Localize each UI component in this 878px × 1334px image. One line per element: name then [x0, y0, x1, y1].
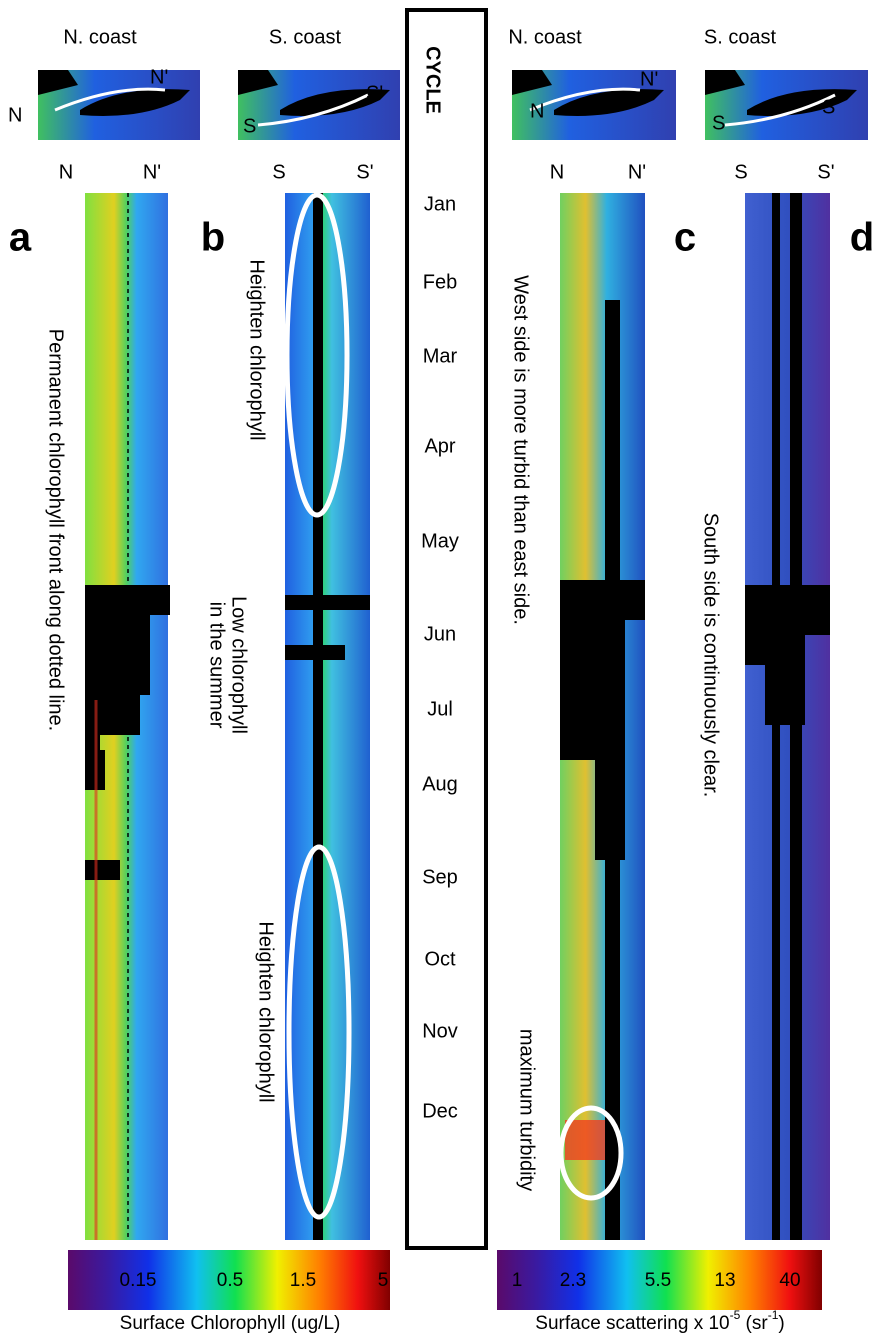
axis-label: N	[59, 161, 73, 183]
colorbar-tick: 40	[779, 1270, 800, 1291]
cycle-label: CYCLE	[422, 46, 444, 114]
annotation: South side is continuously clear.	[700, 513, 722, 798]
month-label: Sep	[422, 866, 458, 888]
map-label: N	[8, 104, 22, 126]
annotation: Permanent chlorophyll front along dotted…	[45, 329, 67, 731]
axis-label: N'	[143, 161, 161, 183]
colorbar-title: Surface scattering x 10-5 (sr-1)	[535, 1308, 784, 1334]
panel-label: b	[201, 216, 225, 260]
title-part: -1	[768, 1308, 779, 1322]
annotation: in the summer	[206, 602, 228, 729]
title-part: )	[778, 1313, 784, 1334]
strip-b	[285, 193, 370, 1240]
maps	[38, 70, 868, 140]
axis-label: N	[550, 161, 564, 183]
panel-label: a	[9, 216, 32, 260]
title-part: (sr	[740, 1313, 768, 1334]
map-label: N'	[640, 68, 658, 90]
colorbar-tick: 5.5	[645, 1270, 671, 1291]
colorbar-tick: 2.3	[560, 1270, 586, 1291]
strip-c	[560, 193, 645, 1240]
map	[238, 70, 400, 140]
annotation: Heighten chlorophyll	[246, 259, 268, 440]
colorbar	[497, 1250, 822, 1310]
month-label: Mar	[423, 345, 458, 367]
strip-a	[85, 193, 170, 1240]
header: N. coast	[508, 26, 582, 48]
map	[38, 70, 200, 140]
map-label: S'	[822, 96, 839, 118]
month-label: Jul	[427, 698, 453, 720]
colorbar	[68, 1250, 390, 1310]
panel-label: c	[674, 216, 696, 260]
highlight	[284, 192, 350, 518]
axis-label: N'	[628, 161, 646, 183]
map-label: S'	[366, 82, 383, 104]
annotation: West side is more turbid than east side.	[510, 275, 532, 625]
highlight	[558, 1105, 624, 1201]
header: S. coast	[269, 26, 342, 48]
colorbar-tick: 0.15	[120, 1270, 157, 1291]
month-label: Apr	[424, 435, 455, 457]
axis-label: S'	[356, 161, 373, 183]
map-label: S	[712, 112, 725, 134]
colorbar-tick: 13	[714, 1270, 735, 1291]
map-label: S	[243, 115, 256, 137]
map-label: N	[530, 100, 544, 122]
axis-label: S'	[817, 161, 834, 183]
month-label: Aug	[422, 773, 458, 795]
month-label: May	[421, 530, 459, 552]
colorbar-tick: 5	[378, 1270, 389, 1291]
colorbar-tick: 1	[512, 1270, 523, 1291]
axis-label: S	[734, 161, 747, 183]
annotation: maximum turbidity	[516, 1029, 538, 1191]
month-label: Nov	[422, 1020, 458, 1042]
header: N. coast	[63, 26, 137, 48]
colorbar-tick: 1.5	[290, 1270, 316, 1291]
month-label: Dec	[422, 1100, 458, 1122]
header: S. coast	[704, 26, 777, 48]
map	[512, 70, 676, 140]
month-label: Jun	[424, 623, 456, 645]
month-label: Jan	[424, 193, 456, 215]
map	[705, 70, 868, 140]
annotation: Heighten chlorophyll	[255, 921, 277, 1102]
colorbar-title: Surface Chlorophyll (ug/L)	[120, 1313, 341, 1334]
strip-d	[745, 193, 830, 1240]
title-part: Surface scattering x 10	[535, 1313, 729, 1334]
month-label: Feb	[423, 271, 457, 293]
annotation: Low chlorophyll	[228, 596, 250, 734]
panel-label: d	[850, 216, 874, 260]
map-label: N'	[150, 66, 168, 88]
highlight	[286, 844, 352, 1220]
month-label: Oct	[424, 948, 456, 970]
axis-label: S	[272, 161, 285, 183]
title-part: -5	[730, 1308, 741, 1322]
colorbar-tick: 0.5	[217, 1270, 243, 1291]
cycle-box	[405, 8, 488, 1250]
